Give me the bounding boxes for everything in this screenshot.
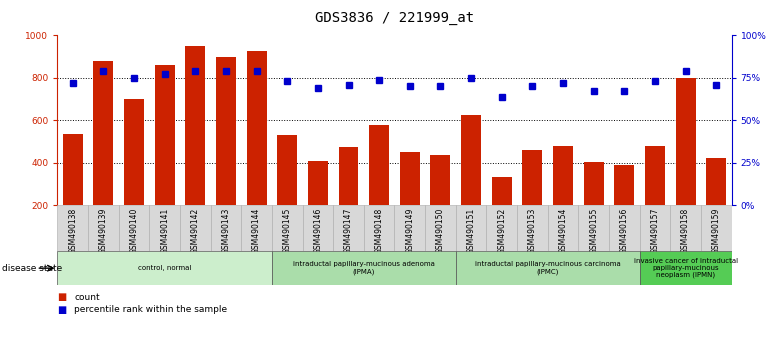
Text: GSM490156: GSM490156 — [620, 207, 629, 254]
Text: GSM490143: GSM490143 — [221, 207, 231, 254]
Bar — [155, 65, 175, 248]
Text: percentile rank within the sample: percentile rank within the sample — [74, 305, 228, 314]
Text: GSM490157: GSM490157 — [650, 207, 660, 254]
Bar — [185, 46, 205, 248]
Text: GSM490148: GSM490148 — [375, 207, 384, 254]
Bar — [93, 61, 113, 248]
Text: GSM490149: GSM490149 — [405, 207, 414, 254]
Text: count: count — [74, 293, 100, 302]
Bar — [425, 205, 456, 251]
Bar — [553, 146, 573, 248]
Text: GSM490146: GSM490146 — [313, 207, 322, 254]
Bar — [456, 251, 640, 285]
Text: GSM490142: GSM490142 — [191, 207, 200, 254]
Text: GDS3836 / 221999_at: GDS3836 / 221999_at — [315, 11, 474, 25]
Text: GSM490154: GSM490154 — [558, 207, 568, 254]
Bar — [640, 205, 670, 251]
Bar — [706, 158, 726, 248]
Text: intraductal papillary-mucinous adenoma
(IPMA): intraductal papillary-mucinous adenoma (… — [293, 261, 435, 275]
Text: GSM490159: GSM490159 — [712, 207, 721, 254]
Bar — [430, 155, 450, 248]
Bar — [241, 205, 272, 251]
Bar — [609, 205, 640, 251]
Text: GSM490150: GSM490150 — [436, 207, 445, 254]
Text: GSM490158: GSM490158 — [681, 207, 690, 254]
Text: control, normal: control, normal — [138, 265, 192, 271]
Bar — [88, 205, 119, 251]
Text: GSM490140: GSM490140 — [129, 207, 139, 254]
Bar — [548, 205, 578, 251]
Text: GSM490138: GSM490138 — [68, 207, 77, 254]
Text: disease state: disease state — [2, 264, 63, 273]
Bar — [57, 251, 272, 285]
Bar — [394, 205, 425, 251]
Text: ■: ■ — [57, 292, 67, 302]
Bar — [400, 152, 420, 248]
Text: GSM490139: GSM490139 — [99, 207, 108, 254]
Text: GSM490151: GSM490151 — [466, 207, 476, 254]
Bar — [247, 51, 267, 248]
Bar — [670, 205, 701, 251]
Text: ■: ■ — [57, 305, 67, 315]
Bar — [63, 134, 83, 248]
Bar — [676, 78, 696, 248]
Bar — [369, 125, 389, 248]
Bar — [339, 147, 358, 248]
Bar — [640, 251, 732, 285]
Bar — [333, 205, 364, 251]
Bar — [216, 57, 236, 248]
Bar — [517, 205, 548, 251]
Text: intraductal papillary-mucinous carcinoma
(IPMC): intraductal papillary-mucinous carcinoma… — [475, 261, 620, 275]
Bar — [303, 205, 333, 251]
Bar — [149, 205, 180, 251]
Bar — [119, 205, 149, 251]
Text: GSM490141: GSM490141 — [160, 207, 169, 254]
Bar — [522, 150, 542, 248]
Bar — [645, 146, 665, 248]
Bar — [456, 205, 486, 251]
Bar — [486, 205, 517, 251]
Bar — [272, 205, 303, 251]
Text: GSM490147: GSM490147 — [344, 207, 353, 254]
Bar — [308, 161, 328, 248]
Bar — [364, 205, 394, 251]
Bar — [461, 115, 481, 248]
Bar — [277, 135, 297, 248]
Bar — [614, 165, 634, 248]
Text: GSM490144: GSM490144 — [252, 207, 261, 254]
Bar — [180, 205, 211, 251]
Bar — [272, 251, 456, 285]
Bar — [584, 162, 604, 248]
Bar — [124, 99, 144, 248]
Text: GSM490145: GSM490145 — [283, 207, 292, 254]
Text: GSM490153: GSM490153 — [528, 207, 537, 254]
Bar — [211, 205, 241, 251]
Bar — [578, 205, 609, 251]
Bar — [492, 177, 512, 248]
Bar — [57, 205, 88, 251]
Text: GSM490152: GSM490152 — [497, 207, 506, 254]
Text: GSM490155: GSM490155 — [589, 207, 598, 254]
Bar — [701, 205, 732, 251]
Text: invasive cancer of intraductal
papillary-mucinous
neoplasm (IPMN): invasive cancer of intraductal papillary… — [633, 258, 738, 278]
